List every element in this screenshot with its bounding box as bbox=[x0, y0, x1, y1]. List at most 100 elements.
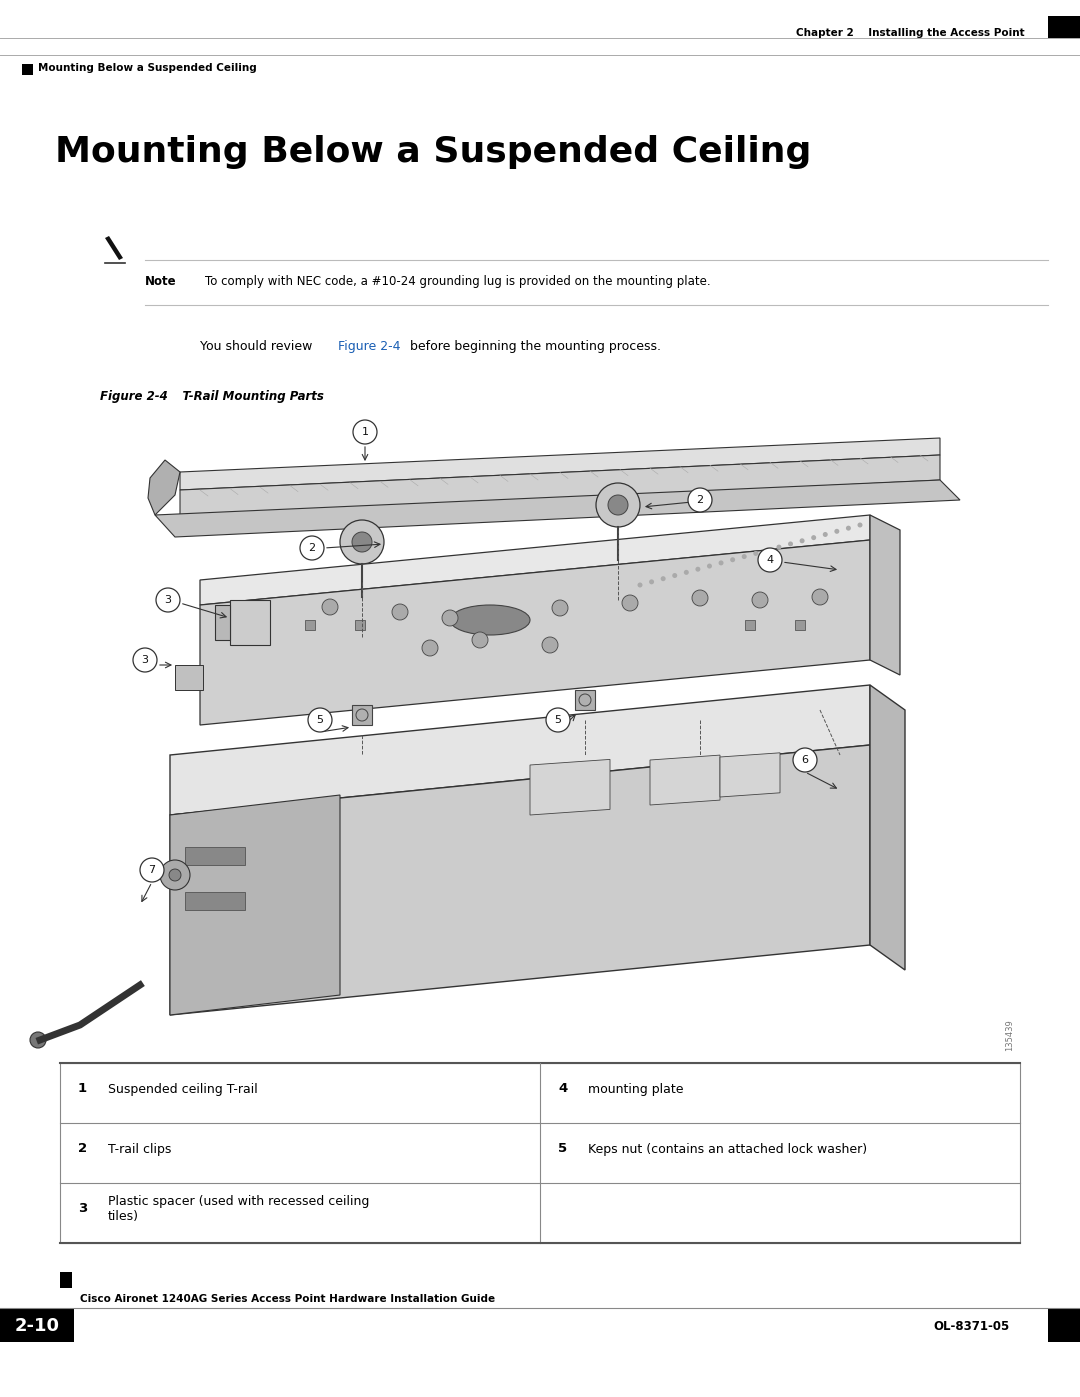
Circle shape bbox=[392, 604, 408, 620]
Text: Keps nut (contains an attached lock washer): Keps nut (contains an attached lock wash… bbox=[588, 1143, 867, 1155]
Text: Suspended ceiling T-rail: Suspended ceiling T-rail bbox=[108, 1083, 258, 1095]
Text: T-rail clips: T-rail clips bbox=[108, 1143, 172, 1155]
Bar bbox=[795, 620, 805, 630]
Circle shape bbox=[692, 590, 708, 606]
Polygon shape bbox=[720, 753, 780, 798]
Text: 1: 1 bbox=[362, 427, 368, 437]
Circle shape bbox=[156, 588, 180, 612]
Text: 5: 5 bbox=[316, 715, 324, 725]
Text: Note: Note bbox=[145, 275, 177, 288]
Polygon shape bbox=[105, 236, 123, 260]
Bar bbox=[185, 893, 245, 909]
Circle shape bbox=[799, 538, 805, 543]
Circle shape bbox=[649, 580, 654, 584]
Circle shape bbox=[707, 563, 712, 569]
Circle shape bbox=[442, 610, 458, 626]
Polygon shape bbox=[180, 439, 940, 490]
Circle shape bbox=[753, 550, 758, 556]
Text: 4: 4 bbox=[767, 555, 773, 564]
Text: 3: 3 bbox=[78, 1203, 87, 1215]
Polygon shape bbox=[170, 795, 340, 1016]
Circle shape bbox=[546, 708, 570, 732]
Bar bbox=[355, 620, 365, 630]
Circle shape bbox=[422, 640, 438, 657]
Polygon shape bbox=[170, 745, 870, 1016]
Circle shape bbox=[300, 536, 324, 560]
Circle shape bbox=[133, 648, 157, 672]
Bar bbox=[352, 705, 372, 725]
Circle shape bbox=[823, 532, 827, 536]
Circle shape bbox=[730, 557, 735, 562]
Text: 7: 7 bbox=[148, 865, 156, 875]
Circle shape bbox=[788, 542, 793, 546]
Text: Plastic spacer (used with recessed ceiling
tiles): Plastic spacer (used with recessed ceili… bbox=[108, 1194, 369, 1222]
Polygon shape bbox=[215, 605, 230, 640]
Text: Mounting Below a Suspended Ceiling: Mounting Below a Suspended Ceiling bbox=[38, 63, 257, 73]
Polygon shape bbox=[650, 756, 720, 805]
Text: 2-10: 2-10 bbox=[14, 1317, 59, 1336]
Circle shape bbox=[835, 529, 839, 534]
Text: You should review: You should review bbox=[200, 339, 316, 353]
Bar bbox=[1048, 15, 1080, 38]
Bar bbox=[610, 560, 626, 580]
Text: Figure 2-4: Figure 2-4 bbox=[338, 339, 401, 353]
Bar bbox=[575, 690, 595, 710]
Text: Chapter 2    Installing the Access Point: Chapter 2 Installing the Access Point bbox=[796, 28, 1025, 38]
Bar bbox=[305, 620, 315, 630]
Circle shape bbox=[552, 599, 568, 616]
Circle shape bbox=[353, 420, 377, 444]
Circle shape bbox=[322, 599, 338, 615]
Circle shape bbox=[684, 570, 689, 576]
Polygon shape bbox=[870, 515, 900, 675]
Circle shape bbox=[812, 590, 828, 605]
Text: 1: 1 bbox=[78, 1083, 87, 1095]
Text: 5: 5 bbox=[558, 1143, 567, 1155]
Circle shape bbox=[718, 560, 724, 566]
Polygon shape bbox=[156, 481, 960, 536]
Bar bbox=[175, 665, 203, 690]
Circle shape bbox=[672, 573, 677, 578]
Circle shape bbox=[340, 520, 384, 564]
Circle shape bbox=[846, 525, 851, 531]
Circle shape bbox=[688, 488, 712, 511]
Polygon shape bbox=[870, 685, 905, 970]
Circle shape bbox=[30, 1032, 46, 1048]
Text: 135439: 135439 bbox=[1005, 1020, 1014, 1051]
Text: 2: 2 bbox=[697, 495, 703, 504]
Text: 5: 5 bbox=[554, 715, 562, 725]
Circle shape bbox=[596, 483, 640, 527]
Bar bbox=[60, 1063, 1020, 1243]
Bar bbox=[1048, 1308, 1080, 1343]
Polygon shape bbox=[148, 460, 180, 515]
Text: To comply with NEC code, a #10-24 grounding lug is provided on the mounting plat: To comply with NEC code, a #10-24 ground… bbox=[205, 275, 711, 288]
Circle shape bbox=[661, 576, 665, 581]
Circle shape bbox=[637, 583, 643, 588]
Circle shape bbox=[858, 522, 863, 528]
Circle shape bbox=[608, 495, 627, 515]
Text: 6: 6 bbox=[801, 754, 809, 766]
Circle shape bbox=[472, 631, 488, 648]
Circle shape bbox=[811, 535, 816, 541]
Text: OL-8371-05: OL-8371-05 bbox=[934, 1320, 1010, 1333]
Polygon shape bbox=[200, 515, 870, 605]
Circle shape bbox=[308, 708, 332, 732]
Circle shape bbox=[542, 637, 558, 652]
Bar bbox=[22, 64, 33, 75]
Text: mounting plate: mounting plate bbox=[588, 1083, 684, 1095]
Ellipse shape bbox=[450, 605, 530, 636]
Bar bbox=[0, 1308, 75, 1343]
Circle shape bbox=[622, 595, 638, 610]
Text: Cisco Aironet 1240AG Series Access Point Hardware Installation Guide: Cisco Aironet 1240AG Series Access Point… bbox=[80, 1294, 495, 1303]
Polygon shape bbox=[230, 599, 270, 645]
Bar bbox=[354, 597, 370, 617]
Circle shape bbox=[352, 532, 372, 552]
Polygon shape bbox=[170, 685, 870, 814]
Circle shape bbox=[168, 869, 181, 882]
Text: T-Rail Mounting Parts: T-Rail Mounting Parts bbox=[166, 390, 324, 402]
Text: 4: 4 bbox=[558, 1083, 567, 1095]
Circle shape bbox=[752, 592, 768, 608]
Polygon shape bbox=[180, 455, 940, 518]
Text: 3: 3 bbox=[164, 595, 172, 605]
Polygon shape bbox=[530, 760, 610, 814]
Circle shape bbox=[777, 545, 782, 549]
